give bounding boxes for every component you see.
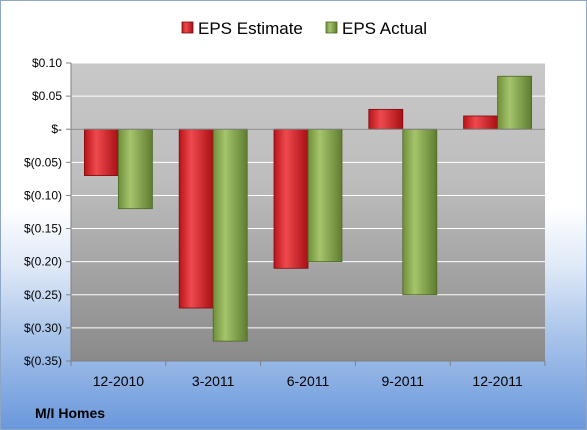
legend-label: EPS Estimate — [198, 19, 303, 38]
legend-label: EPS Actual — [342, 19, 427, 38]
y-tick-label: $(0.25) — [24, 288, 62, 302]
y-axis-tick-labels: $0.10 $0.05 $- $(0.05) $(0.10) $(0.15) $(0.20)… — [24, 56, 62, 368]
legend-swatch-estimate — [181, 21, 194, 34]
axes — [70, 63, 546, 366]
x-category-label: 12-2010 — [93, 373, 145, 389]
bar-eps-actual — [118, 128, 153, 210]
bar-eps-estimate — [463, 115, 499, 130]
y-tick-label: $0.10 — [32, 56, 62, 70]
bar-eps-actual — [402, 128, 438, 296]
y-tick-label: $0.05 — [32, 89, 62, 103]
x-category-label: 3-2011 — [192, 373, 235, 389]
y-tick-label: $(0.10) — [24, 188, 62, 202]
bar-eps-estimate — [178, 128, 214, 309]
bar-eps-actual — [212, 128, 248, 342]
bars — [84, 75, 533, 342]
x-category-label: 6-2011 — [287, 373, 330, 389]
legend-swatch-actual — [325, 21, 338, 34]
y-tick-label: $(0.05) — [24, 155, 62, 169]
y-tick-label: $(0.15) — [24, 222, 62, 236]
y-tick-label: $(0.35) — [24, 354, 62, 368]
bar-eps-estimate — [368, 108, 404, 130]
bar-eps-estimate — [84, 128, 119, 176]
bar-eps-actual — [497, 75, 533, 130]
x-axis-category-labels: 12-2010 3-2011 6-2011 9-2011 12-2011 — [93, 373, 523, 389]
company-name: M/I Homes — [35, 405, 106, 421]
legend: EPS Estimate EPS Actual — [181, 19, 427, 38]
bar-eps-actual — [307, 128, 343, 263]
bar-eps-estimate — [273, 128, 309, 269]
x-category-label: 9-2011 — [382, 373, 425, 389]
x-category-label: 12-2011 — [472, 373, 523, 389]
y-tick-label: $(0.30) — [24, 321, 62, 335]
y-tick-label: $- — [51, 122, 62, 136]
y-tick-label: $(0.20) — [24, 255, 62, 269]
